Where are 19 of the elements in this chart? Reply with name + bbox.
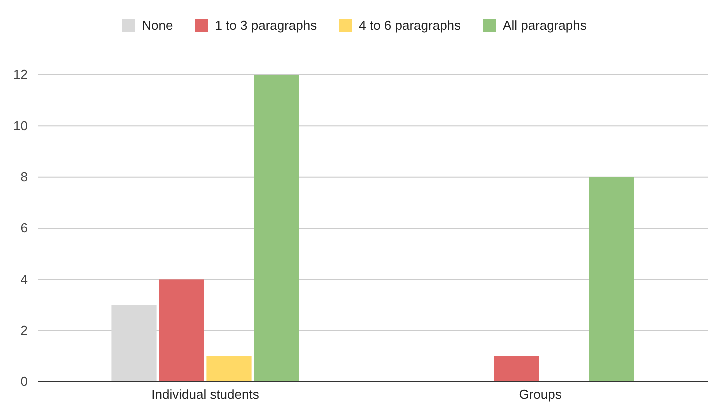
bar — [206, 356, 252, 382]
bar — [494, 356, 540, 382]
y-tick-label: 6 — [20, 220, 28, 236]
legend-label: 1 to 3 paragraphs — [215, 18, 318, 33]
x-tick-label: Groups — [519, 387, 562, 402]
legend-label: None — [142, 18, 174, 33]
bar — [254, 75, 300, 382]
bar — [589, 177, 634, 382]
bar — [159, 280, 204, 382]
y-tick-label: 8 — [20, 169, 28, 184]
y-tick-label: 12 — [14, 67, 28, 82]
legend-label: 4 to 6 paragraphs — [359, 18, 462, 33]
x-tick-label: Individual students — [152, 387, 260, 402]
bar — [112, 305, 157, 382]
y-tick-label: 0 — [20, 374, 28, 390]
y-tick-label: 2 — [20, 322, 28, 338]
legend-label: All paragraphs — [503, 18, 588, 33]
y-tick-label: 10 — [14, 118, 28, 134]
y-tick-label: 4 — [20, 272, 28, 287]
